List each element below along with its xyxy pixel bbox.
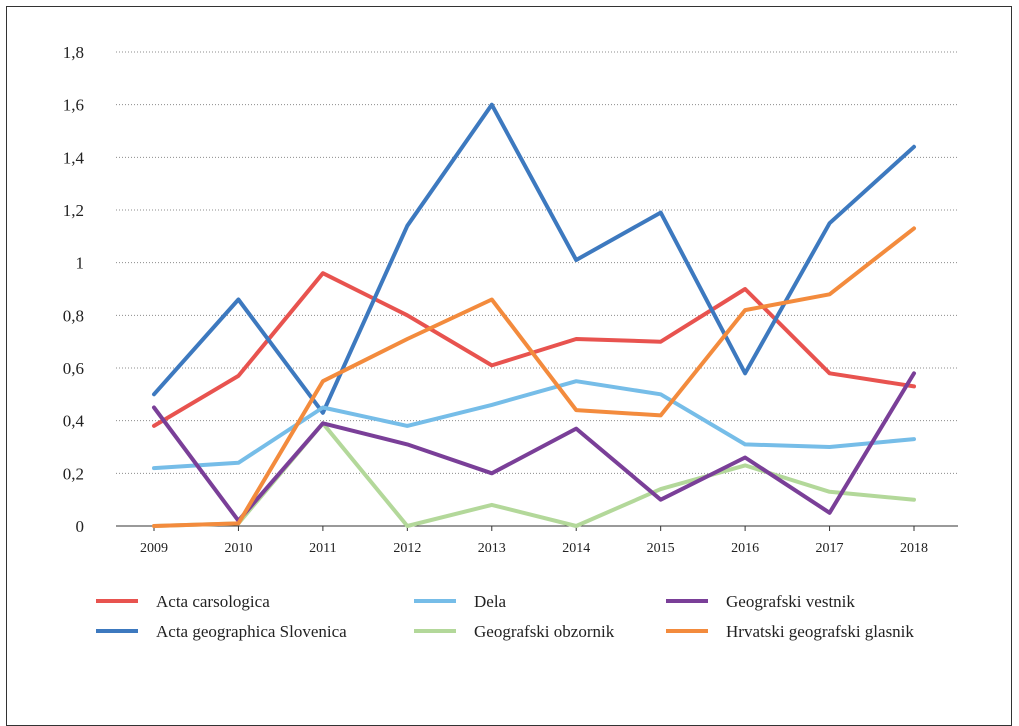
x-tick-label: 2012 [393, 541, 421, 556]
y-tick-label: 0,6 [63, 359, 84, 378]
y-tick-label: 0,8 [63, 306, 84, 325]
y-tick-label: 0,4 [63, 412, 85, 431]
legend-label: Geografski vestnik [726, 592, 855, 611]
y-tick-label: 1,8 [63, 43, 84, 62]
x-tick-label: 2016 [731, 541, 759, 556]
x-tick-label: 2015 [647, 541, 675, 556]
y-tick-label: 1 [76, 254, 85, 273]
legend: Acta carsologica Acta geographica Sloveni… [96, 592, 914, 641]
legend-label: Acta carsologica [156, 592, 270, 611]
y-tick-label: 0,2 [63, 464, 84, 483]
x-tick-label: 2010 [224, 541, 252, 556]
x-tick-label: 2009 [140, 541, 168, 556]
x-axis: 2009 2010 2011 2012 2013 2014 2015 2016 2017 2018 [116, 525, 958, 556]
series-lines [152, 102, 916, 528]
series-line-0 [152, 271, 916, 428]
x-tick-label: 2014 [562, 541, 590, 556]
series-line-1 [152, 102, 916, 415]
legend-label: Hrvatski geografski glasnik [726, 622, 914, 641]
x-tick-label: 2018 [900, 541, 928, 556]
line-chart: 00,20,40,60,811,21,41,61,8 2009 2010 2011 2… [63, 43, 958, 641]
legend-label: Acta geographica Slovenica [156, 622, 347, 641]
x-tick-label: 2011 [309, 541, 336, 556]
y-tick-label: 1,6 [63, 96, 84, 115]
legend-label: Dela [474, 592, 507, 611]
legend-label: Geografski obzornik [474, 622, 615, 641]
y-tick-label: 1,4 [63, 148, 85, 167]
series-line-5 [152, 226, 916, 528]
y-tick-label: 0 [76, 517, 85, 536]
x-tick-label: 2017 [816, 541, 844, 556]
series-line-4 [152, 371, 916, 523]
grid-lines [116, 51, 958, 474]
series-line-2 [152, 379, 916, 471]
y-tick-label: 1,2 [63, 201, 84, 220]
y-axis: 0 0,2 0,4 0,6 0,8 1 1,2 1,4 1,6 1,8 [63, 43, 85, 536]
x-tick-label: 2013 [478, 541, 506, 556]
